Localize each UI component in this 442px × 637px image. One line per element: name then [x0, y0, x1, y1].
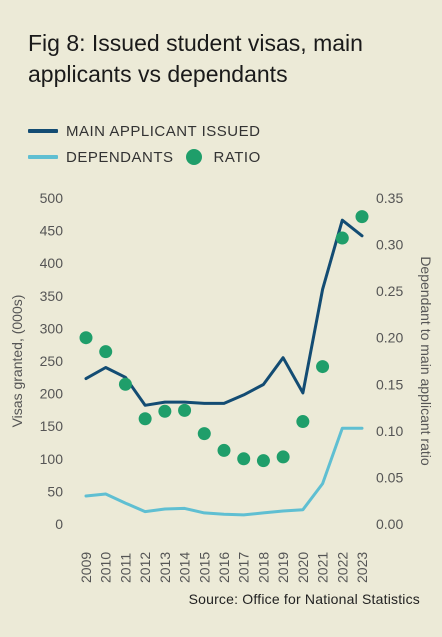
x-tick-label: 2009	[78, 552, 94, 583]
ratio-point	[355, 210, 369, 224]
y2-axis-label: Dependant to main applicant ratio	[418, 256, 434, 466]
y-tick-label: 400	[40, 255, 64, 271]
x-tick-label: 2021	[315, 552, 331, 583]
x-tick-label: 2022	[334, 552, 350, 583]
y-tick-label: 500	[40, 190, 64, 206]
x-tick-label: 2015	[196, 552, 212, 583]
ratio-point	[316, 360, 330, 374]
y-tick-label: 0	[55, 516, 63, 532]
x-tick-label: 2016	[216, 552, 232, 583]
chart-title: Fig 8: Issued student visas, main applic…	[28, 30, 363, 87]
legend-item-dependants: DEPENDANTS	[28, 149, 174, 166]
ratio-point	[79, 331, 93, 345]
y-tick-label: 450	[40, 223, 64, 239]
x-tick-label: 2018	[255, 552, 271, 583]
y2-tick-label: 0.30	[376, 237, 403, 253]
ratio-point	[276, 450, 290, 464]
legend-label-main: MAIN APPLICANT ISSUED	[66, 122, 261, 140]
y2-tick-label: 0.25	[376, 283, 403, 299]
legend-swatch-ratio	[185, 149, 202, 165]
legend-swatch-dependants	[28, 155, 58, 159]
legend-label-dependants: DEPENDANTS	[66, 148, 174, 166]
y-axis-label: Visas granted, (000s)	[9, 295, 25, 428]
series-line-main-applicant	[84, 218, 364, 407]
y2-tick-label: 0.35	[376, 190, 403, 206]
y2-tick-label: 0.15	[376, 376, 403, 392]
ratio-point	[99, 345, 113, 359]
x-tick-label: 2013	[157, 552, 173, 583]
ratio-point	[178, 403, 192, 417]
ratio-point	[158, 404, 172, 418]
x-tick-label: 2014	[177, 552, 193, 583]
y-tick-label: 100	[40, 451, 64, 467]
x-tick-label: 2010	[98, 552, 114, 583]
series-line-dependants	[84, 426, 364, 517]
x-tick-label: 2017	[236, 552, 252, 583]
legend-row-secondary: DEPENDANTS RATIO	[28, 144, 428, 170]
x-tick-label: 2012	[137, 552, 153, 583]
legend: MAIN APPLICANT ISSUED DEPENDANTS RATIO	[28, 118, 428, 170]
y-tick-label: 200	[40, 386, 64, 402]
y-tick-label: 300	[40, 320, 64, 336]
x-tick-label: 2020	[295, 552, 311, 583]
y2-tick-label: 0.00	[376, 516, 403, 532]
y-tick-label: 50	[47, 483, 63, 499]
y-tick-label: 250	[40, 353, 64, 369]
ratio-point	[335, 231, 349, 245]
ratio-point	[197, 427, 211, 441]
source-note: Source: Office for National Statistics	[188, 591, 420, 607]
y2-tick-label: 0.05	[376, 469, 403, 485]
y2-tick-label: 0.20	[376, 330, 403, 346]
legend-swatch-main	[28, 129, 58, 133]
legend-row-main: MAIN APPLICANT ISSUED	[28, 118, 428, 144]
ratio-point	[138, 412, 152, 426]
x-tick-label: 2023	[354, 552, 370, 583]
ratio-point	[256, 454, 270, 468]
x-tick-label: 2019	[275, 552, 291, 583]
legend-item-main: MAIN APPLICANT ISSUED	[28, 123, 260, 140]
ratio-point	[217, 443, 231, 457]
ratio-point	[237, 452, 251, 466]
ratio-point	[296, 415, 310, 429]
legend-item-ratio: RATIO	[185, 148, 261, 166]
legend-label-ratio: RATIO	[213, 148, 261, 166]
x-tick-label: 2011	[117, 553, 133, 583]
y-tick-label: 350	[40, 288, 64, 304]
ratio-point	[118, 377, 132, 391]
y-tick-label: 150	[40, 418, 64, 434]
y2-tick-label: 0.10	[376, 423, 403, 439]
